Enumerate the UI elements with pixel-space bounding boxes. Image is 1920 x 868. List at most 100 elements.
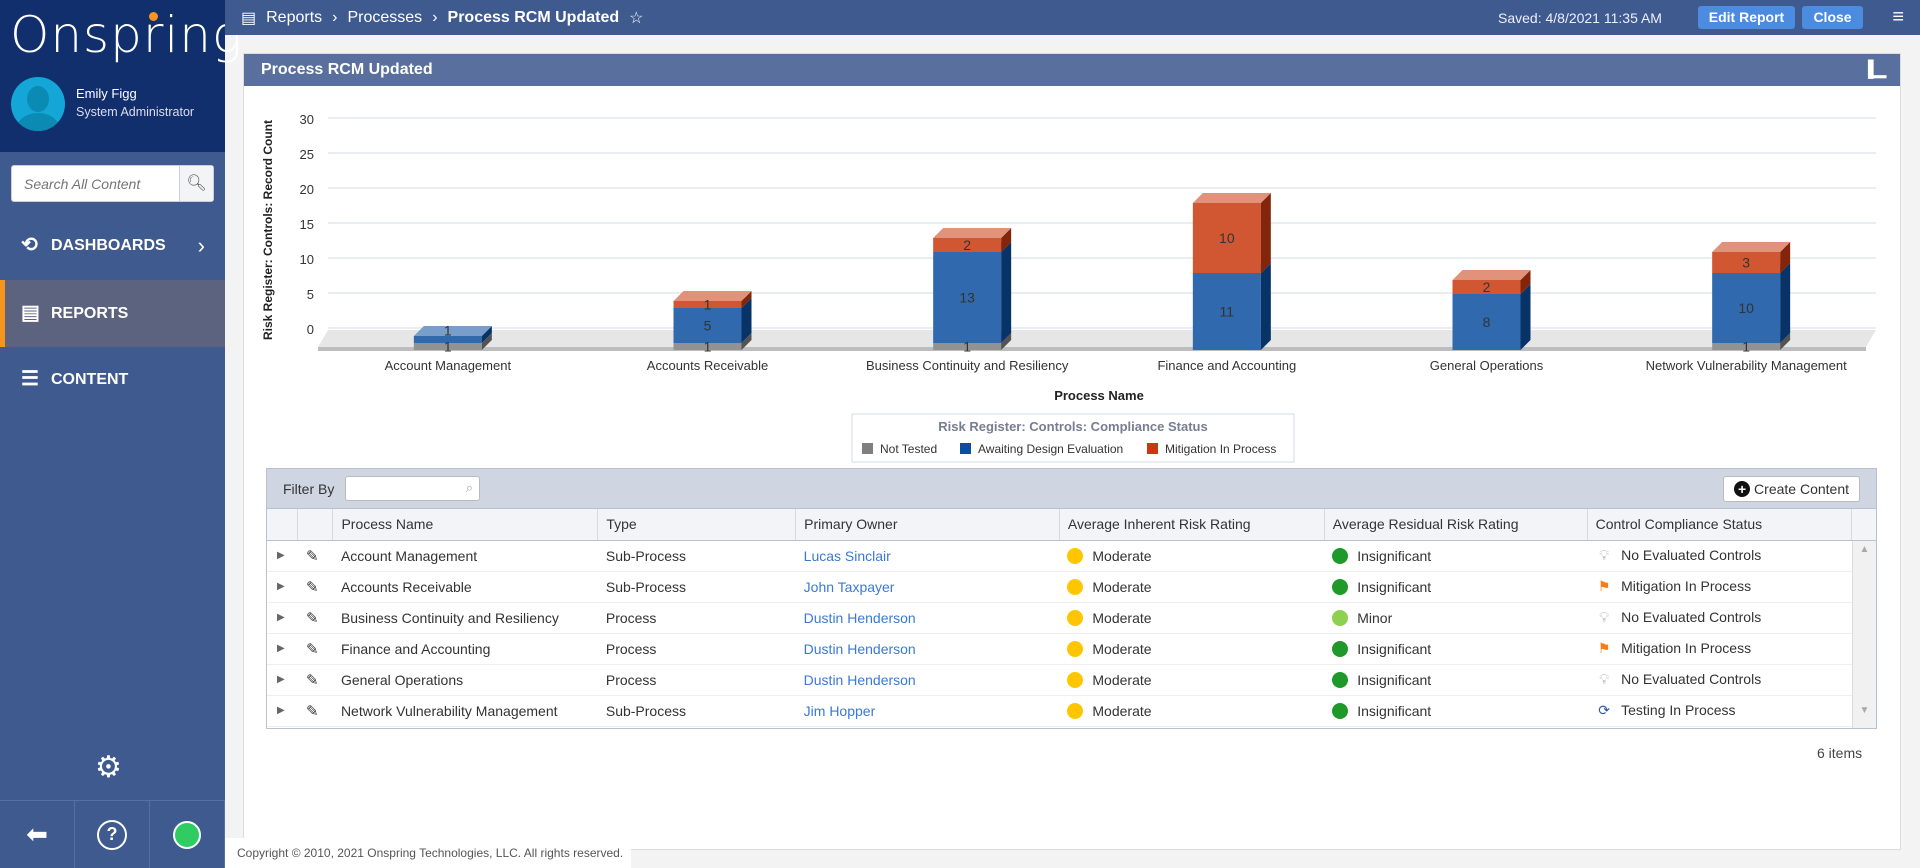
bar-segment-top: [673, 291, 752, 301]
onspring-logo[interactable]: Onspring: [10, 6, 243, 64]
edit-pencil-icon[interactable]: ✎: [297, 540, 333, 572]
owner-link[interactable]: Jim Hopper: [795, 695, 1060, 727]
page-scrollbar[interactable]: [1903, 35, 1920, 868]
process-name-cell: Accounts Receivable: [332, 571, 598, 603]
reports-icon: ▤: [21, 302, 40, 324]
expand-icon[interactable]: ▶: [267, 695, 298, 727]
grid-scrollbar[interactable]: ▲ ▼: [1852, 541, 1876, 728]
column-header-residual-risk[interactable]: Average Residual Risk Rating: [1324, 509, 1588, 541]
filter-input[interactable]: ⌕: [345, 476, 480, 501]
y-tick-label: 0: [307, 322, 314, 337]
compliance-status-cell: 💡︎ No Evaluated Controls: [1587, 540, 1852, 572]
table-row[interactable]: ▶ ✎ Business Continuity and Resiliency P…: [267, 602, 1876, 634]
column-header-type[interactable]: Type: [597, 509, 797, 541]
breadcrumb-reports[interactable]: Reports: [266, 9, 323, 26]
x-tick-label: Business Continuity and Resiliency: [866, 358, 1069, 373]
table-row[interactable]: ▶ ✎ Accounts Receivable Sub-Process John…: [267, 571, 1876, 603]
search-input[interactable]: [12, 166, 177, 201]
scroll-down-icon[interactable]: ▼: [1859, 705, 1870, 716]
pin-icon[interactable]: ☆: [629, 10, 644, 27]
rating-dot-icon: [1332, 578, 1349, 595]
search-icon[interactable]: 🔍︎: [179, 166, 213, 201]
compliance-status-label: Mitigation In Process: [1621, 578, 1752, 594]
rating-dot-icon: [1332, 640, 1349, 657]
top-bar: ▤ Reports › Processes › Process RCM Upda…: [225, 0, 1920, 35]
expand-icon[interactable]: ▶: [267, 602, 298, 634]
bar-segment: [1452, 280, 1521, 294]
owner-link[interactable]: Lucas Sinclair: [795, 540, 1060, 572]
user-name: Emily Figg: [76, 86, 137, 101]
edit-report-button[interactable]: Edit Report: [1698, 6, 1795, 29]
help-button[interactable]: ?: [75, 801, 150, 868]
y-tick-label: 20: [300, 182, 314, 197]
chart-type-icon[interactable]: ▐▁: [1862, 61, 1886, 78]
breadcrumb-processes[interactable]: Processes: [347, 9, 423, 26]
residual-risk-label: Insignificant: [1357, 702, 1432, 719]
edit-pencil-icon[interactable]: ✎: [297, 695, 333, 727]
menu-icon[interactable]: ≡: [1892, 6, 1904, 28]
y-tick-label: 15: [300, 217, 314, 232]
scroll-column-header: [1851, 509, 1876, 541]
inherent-risk-label: Moderate: [1092, 640, 1152, 657]
inherent-risk-label: Moderate: [1092, 702, 1152, 719]
x-tick-label: Finance and Accounting: [1157, 358, 1296, 373]
column-header-inherent-risk[interactable]: Average Inherent Risk Rating: [1059, 509, 1325, 541]
table-row[interactable]: ▶ ✎ Account Management Sub-Process Lucas…: [267, 540, 1876, 572]
sidebar-item-content[interactable]: ☰ CONTENT: [0, 346, 225, 413]
status-button[interactable]: [150, 801, 225, 868]
sidebar-item-dashboards[interactable]: ⟲ DASHBOARDS ›: [0, 212, 225, 279]
bar-segment-side: [481, 333, 492, 350]
bar-segment-top: [933, 228, 1012, 238]
create-content-button[interactable]: + Create Content: [1723, 476, 1860, 502]
rating-dot-icon: [1332, 671, 1349, 688]
expand-icon[interactable]: ▶: [267, 571, 298, 603]
compliance-status-cell: 💡︎ No Evaluated Controls: [1587, 664, 1852, 696]
sidebar-item-reports[interactable]: ▤ REPORTS: [0, 280, 225, 347]
owner-link[interactable]: Dustin Henderson: [795, 633, 1060, 665]
rating-dot-icon: [1067, 578, 1084, 595]
owner-link[interactable]: Dustin Henderson: [795, 602, 1060, 634]
x-tick-label: Accounts Receivable: [647, 358, 768, 373]
bar-segment-top: [413, 326, 492, 336]
expand-icon[interactable]: ▶: [267, 540, 298, 572]
inherent-risk-label: Moderate: [1092, 609, 1152, 626]
user-role: System Administrator: [76, 105, 195, 119]
owner-link[interactable]: Dustin Henderson: [795, 664, 1060, 696]
gear-icon[interactable]: ⚙: [95, 751, 122, 784]
grid-table: Process Name Type Primary Owner Average …: [267, 509, 1876, 727]
expand-icon[interactable]: ▶: [267, 633, 298, 665]
type-cell: Sub-Process: [597, 540, 796, 572]
column-header-process-name[interactable]: Process Name: [332, 509, 599, 541]
x-tick-label: Network Vulnerability Management: [1646, 358, 1848, 373]
legend-item[interactable]: Not Tested: [880, 442, 937, 456]
expand-icon[interactable]: ▶: [267, 664, 298, 696]
chart-floor-edge: [318, 347, 1866, 351]
table-row[interactable]: ▶ ✎ General Operations Process Dustin He…: [267, 664, 1876, 696]
edit-pencil-icon[interactable]: ✎: [297, 664, 333, 696]
table-row[interactable]: ▶ ✎ Finance and Accounting Process Dusti…: [267, 633, 1876, 665]
sidebar-item-label: DASHBOARDS: [51, 237, 166, 254]
close-button[interactable]: Close: [1802, 6, 1863, 29]
avatar[interactable]: [11, 77, 65, 131]
edit-pencil-icon[interactable]: ✎: [297, 602, 333, 634]
breadcrumb-current: Process RCM Updated: [447, 9, 620, 26]
legend-item[interactable]: Mitigation In Process: [1165, 442, 1276, 456]
edit-pencil-icon[interactable]: ✎: [297, 571, 333, 603]
table-row[interactable]: ▶ ✎ Network Vulnerability Management Sub…: [267, 695, 1876, 727]
scroll-up-icon[interactable]: ▲: [1859, 544, 1870, 555]
edit-pencil-icon[interactable]: ✎: [297, 633, 333, 665]
type-cell: Sub-Process: [597, 571, 796, 603]
owner-link[interactable]: John Taxpayer: [795, 571, 1060, 603]
bar-segment: [673, 308, 742, 343]
bar-segment-side: [1260, 263, 1271, 350]
residual-risk-label: Insignificant: [1357, 547, 1432, 564]
legend-item[interactable]: Awaiting Design Evaluation: [978, 442, 1123, 456]
residual-risk-cell: Insignificant: [1324, 571, 1588, 603]
legend-swatch: [1147, 443, 1158, 454]
column-header-primary-owner[interactable]: Primary Owner: [795, 509, 1060, 541]
back-button[interactable]: ⬅: [0, 801, 75, 868]
search-icon: ⌕: [465, 480, 473, 495]
column-header-compliance-status[interactable]: Control Compliance Status: [1587, 509, 1853, 541]
inherent-risk-cell: Moderate: [1059, 664, 1325, 696]
